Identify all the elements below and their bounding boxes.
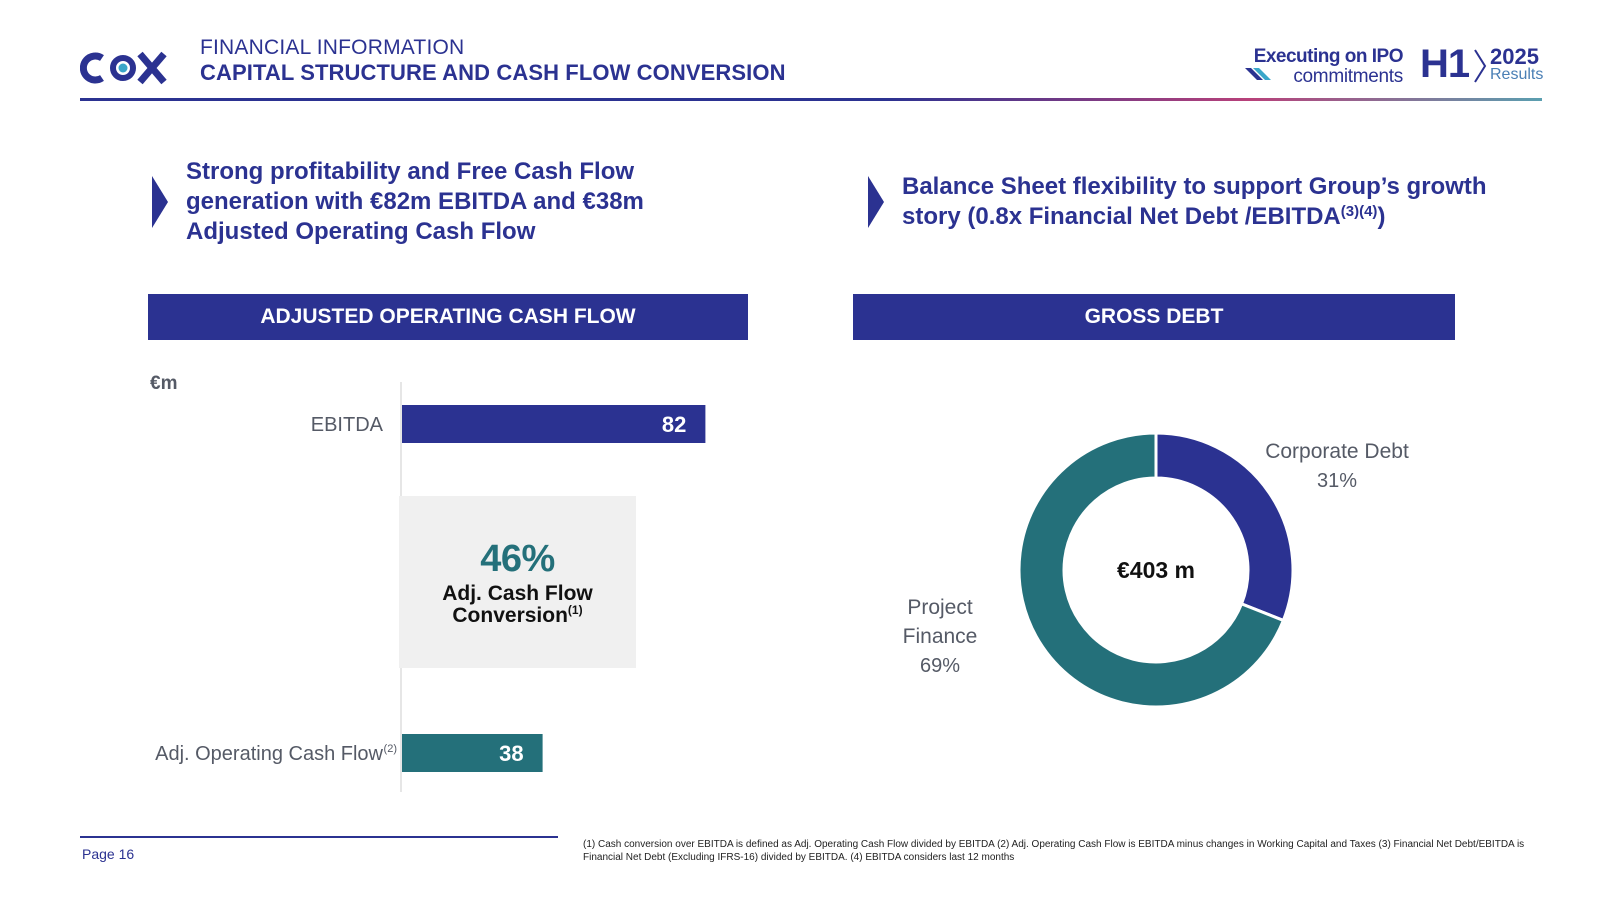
footer-divider: [80, 836, 558, 838]
left-intro-line: generation with €82m EBITDA and €38m: [186, 188, 644, 215]
conversion-label-text: Conversion: [452, 604, 568, 627]
right-intro: Balance Sheet flexibility to support Gro…: [866, 172, 1516, 232]
triangle-bullet-icon: [868, 176, 884, 228]
conversion-label-line: Conversion(1): [399, 603, 636, 627]
brand-line-1: Executing on IPO: [1253, 46, 1404, 67]
right-intro-text: Balance Sheet flexibility to support Gro…: [902, 172, 1487, 232]
footnote: (1) Cash conversion over EBITDA is defin…: [583, 839, 1525, 863]
footnote-ref: (2): [384, 743, 397, 755]
cash-flow-bar-chart: 82 EBITDA 38 Adj. Operating Cash Flow (2): [155, 382, 706, 792]
gross-debt-donut-chart: €403 m Corporate Debt 31% Project Finance 69%: [903, 431, 1409, 709]
brand-results: Results: [1490, 66, 1544, 83]
conversion-label-line: Adj. Cash Flow: [442, 582, 593, 605]
unit-label: €m: [150, 373, 178, 394]
brand-line-2: commitments: [1293, 66, 1403, 87]
page-number: Page 16: [82, 846, 135, 862]
right-intro-close: ): [1377, 203, 1386, 230]
donut-slice: [1017, 431, 1286, 709]
conversion-value: 46%: [480, 538, 555, 580]
brand-h1: H1: [1420, 42, 1470, 86]
header-divider: [80, 98, 1542, 101]
brand-stripes-icon: [1245, 68, 1271, 80]
footnote-ref: (3)(4): [1340, 203, 1378, 220]
brand-chevron-icon: [1474, 49, 1487, 83]
slice-value-label: 31%: [1317, 470, 1357, 492]
data-label: 38: [499, 741, 523, 766]
panel-title-gross-debt: GROSS DEBT: [853, 294, 1455, 340]
conversion-label: Adj. Cash Flow Conversion(1): [399, 583, 636, 627]
slice-label: Finance: [903, 625, 978, 648]
panel-title-cash-flow: ADJUSTED OPERATING CASH FLOW: [148, 294, 748, 340]
left-intro: Strong profitability and Free Cash Flow …: [150, 157, 710, 247]
data-label: 82: [662, 412, 686, 437]
footnote-ref: (1): [567, 603, 583, 617]
slice-label: Corporate Debt: [1265, 440, 1409, 463]
cox-logo: [80, 51, 167, 85]
right-intro-line: Balance Sheet flexibility to support Gro…: [902, 173, 1487, 200]
slice-value-label: 69%: [920, 655, 960, 677]
right-intro-line: story (0.8x Financial Net Debt /EBITDA(3…: [902, 202, 1487, 232]
conversion-box: 46% Adj. Cash Flow Conversion(1): [399, 496, 636, 668]
page-title: CAPITAL STRUCTURE AND CASH FLOW CONVERSI…: [200, 60, 786, 85]
left-intro-text: Strong profitability and Free Cash Flow …: [186, 157, 644, 247]
bar: [402, 734, 543, 772]
header-subtitle: FINANCIAL INFORMATION: [200, 36, 465, 59]
left-intro-line: Strong profitability and Free Cash Flow: [186, 158, 635, 185]
category-label: Adj. Operating Cash Flow: [155, 743, 383, 765]
ipo-commitments-brand: Executing on IPO commitments: [1243, 46, 1404, 87]
triangle-bullet-icon: [152, 176, 168, 228]
donut-center-label: €403 m: [1117, 557, 1195, 583]
brand-year: 2025: [1490, 44, 1539, 69]
category-label: EBITDA: [311, 414, 384, 436]
donut-slice: [1154, 431, 1295, 623]
slice-label: Project: [907, 596, 973, 619]
bar: [402, 405, 706, 443]
left-intro-line: Adjusted Operating Cash Flow: [186, 218, 536, 245]
right-intro-line-2: story (0.8x Financial Net Debt /EBITDA: [902, 203, 1341, 230]
